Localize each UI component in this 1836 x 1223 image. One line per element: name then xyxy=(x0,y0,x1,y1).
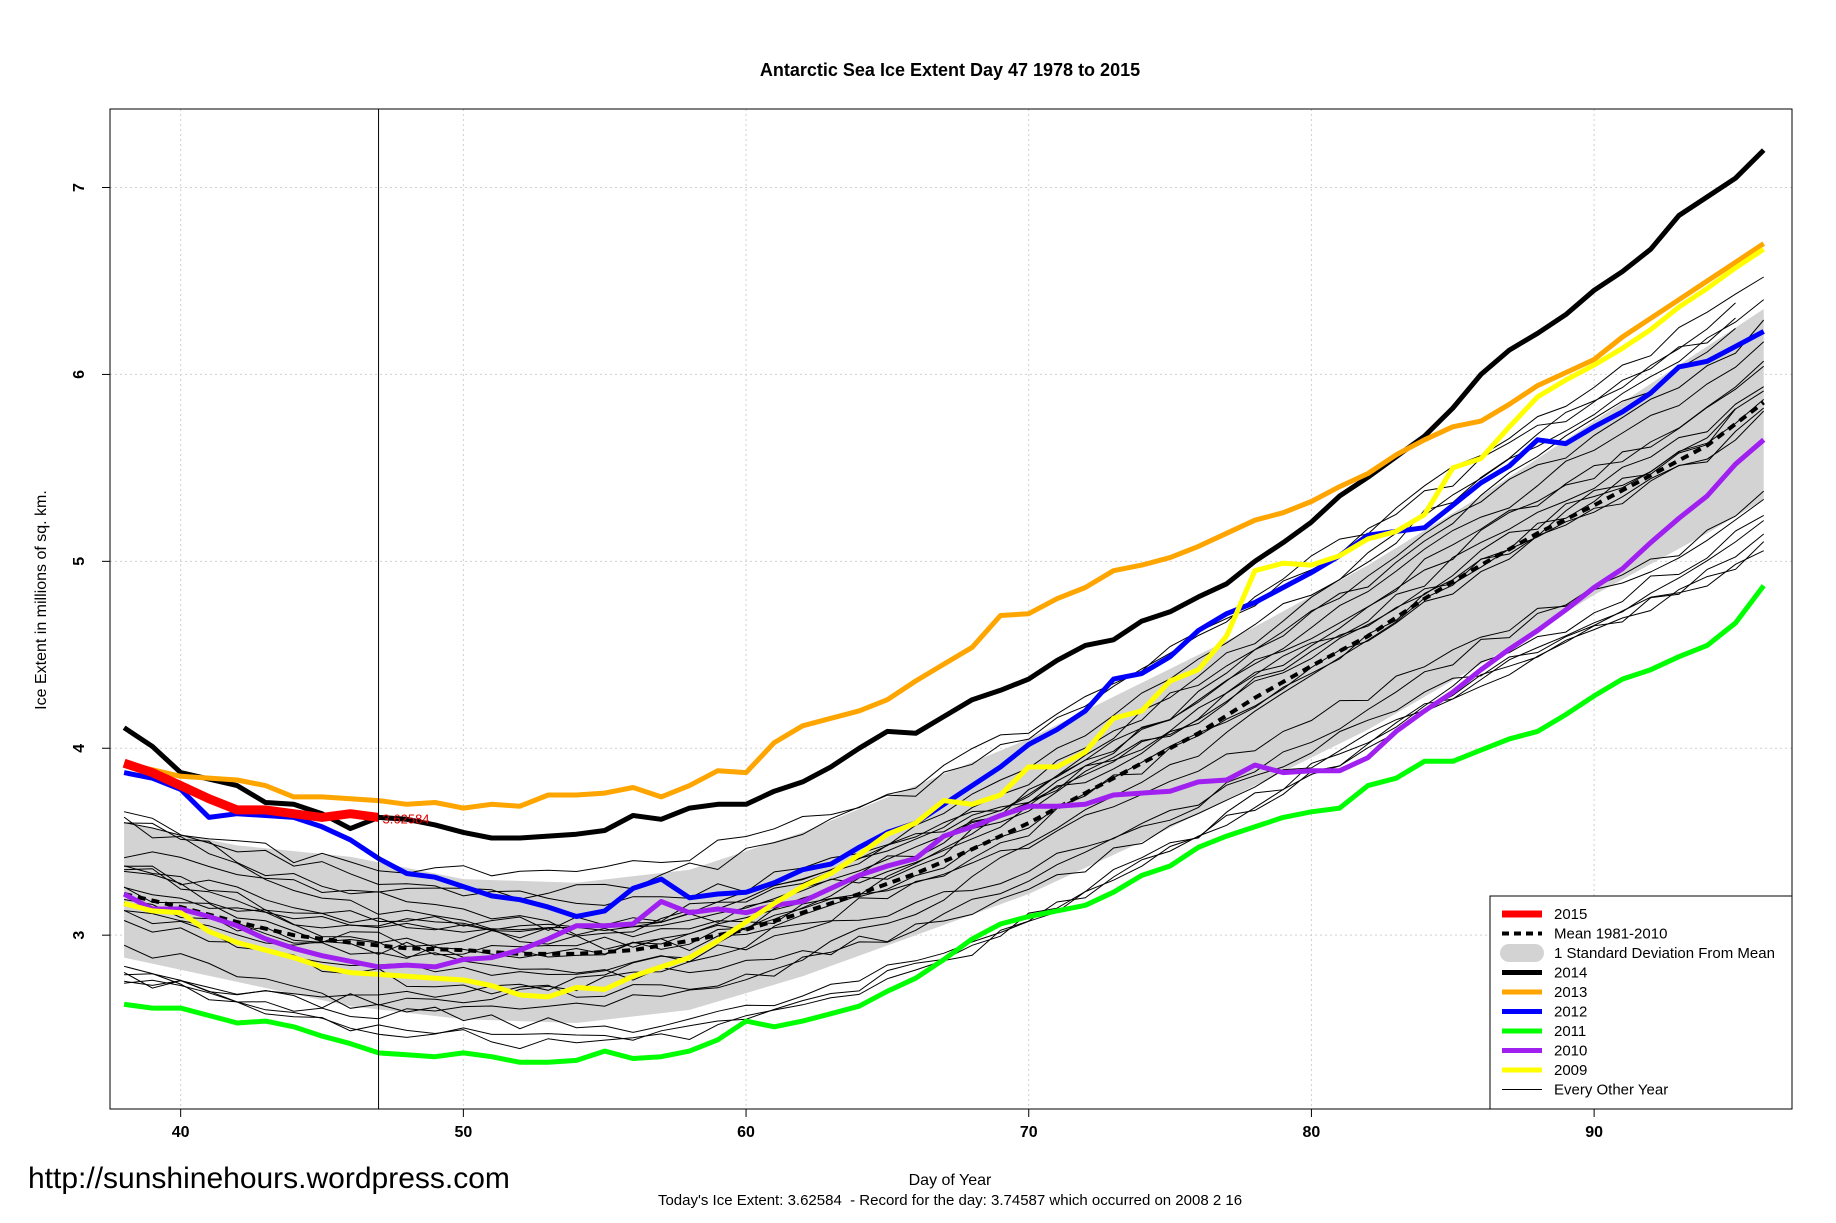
x-tick-label: 50 xyxy=(454,1124,472,1141)
legend: 2015 Mean 1981-2010 1 Standard Deviation F… xyxy=(1489,895,1793,1110)
other-year-line xyxy=(123,490,1765,998)
x-tick-label: 40 xyxy=(172,1124,190,1141)
legend-label: 2013 xyxy=(1554,984,1587,1001)
watermark-url: http://sunshinehours.wordpress.com xyxy=(28,1162,510,1195)
current-value-label: 3.62584 xyxy=(383,811,430,826)
series-line-2010 xyxy=(122,437,1766,970)
legend-label: 2014 xyxy=(1554,965,1587,982)
other-year-line xyxy=(124,541,1765,981)
series-line-2012 xyxy=(123,329,1765,919)
legend-label: 2015 xyxy=(1554,906,1587,923)
other-year-line xyxy=(124,317,1736,877)
x-tick-label: 70 xyxy=(1020,1124,1038,1141)
other-year-line xyxy=(124,365,1765,959)
y-tick-label: 4 xyxy=(71,744,88,753)
legend-swatch xyxy=(1500,944,1544,962)
series-layer xyxy=(122,148,1766,1065)
series-line-2013 xyxy=(123,241,1766,811)
axis-ticks: 40 50 60 70 80 90 3 4 5 6 7 xyxy=(71,183,1603,1141)
y-tick-label: 6 xyxy=(71,370,88,379)
chart-title: Antarctic Sea Ice Extent Day 47 1978 to … xyxy=(760,60,1140,80)
series-line-2009 xyxy=(123,247,1766,1000)
other-year-line xyxy=(124,360,1765,931)
x-tick-label: 90 xyxy=(1585,1124,1603,1141)
legend-label: 2009 xyxy=(1554,1062,1587,1079)
other-year-line xyxy=(123,319,1765,933)
std-band-layer xyxy=(124,309,1764,1023)
other-year-line xyxy=(123,533,1765,1033)
y-axis-label: Ice Extent in millions of sq. km. xyxy=(33,490,50,710)
y-tick-label: 3 xyxy=(71,931,88,940)
other-year-line xyxy=(124,302,1736,998)
plot-frame xyxy=(109,108,1793,1110)
other-year-line xyxy=(123,407,1765,959)
legend-label: Every Other Year xyxy=(1554,1082,1668,1099)
other-year-line xyxy=(123,328,1736,1009)
other-year-line xyxy=(124,408,1736,1020)
x-tick-label: 60 xyxy=(737,1124,755,1141)
y-tick-label: 5 xyxy=(71,557,88,566)
y-tick-label: 7 xyxy=(71,183,88,192)
legend-label: 2010 xyxy=(1554,1043,1587,1060)
other-year-line xyxy=(123,550,1764,952)
marker-layer: 3.62584 xyxy=(378,109,430,1109)
legend-label: 1 Standard Deviation From Mean xyxy=(1554,945,1775,962)
x-axis-label: Day of Year xyxy=(909,1172,992,1189)
series-line-2015 xyxy=(122,758,380,822)
legend-label: 2012 xyxy=(1554,1004,1587,1021)
other-year-line xyxy=(124,498,1764,938)
footer-text: Today's Ice Extent: 3.62584 - Record for… xyxy=(658,1192,1242,1209)
legend-label: 2011 xyxy=(1554,1023,1586,1040)
other-year-line xyxy=(124,299,1765,947)
std-deviation-band xyxy=(124,309,1764,1023)
legend-label: Mean 1981-2010 xyxy=(1554,926,1667,943)
series-line-2014 xyxy=(122,148,1766,841)
series-line-2011 xyxy=(123,584,1766,1065)
x-tick-label: 80 xyxy=(1303,1124,1321,1141)
